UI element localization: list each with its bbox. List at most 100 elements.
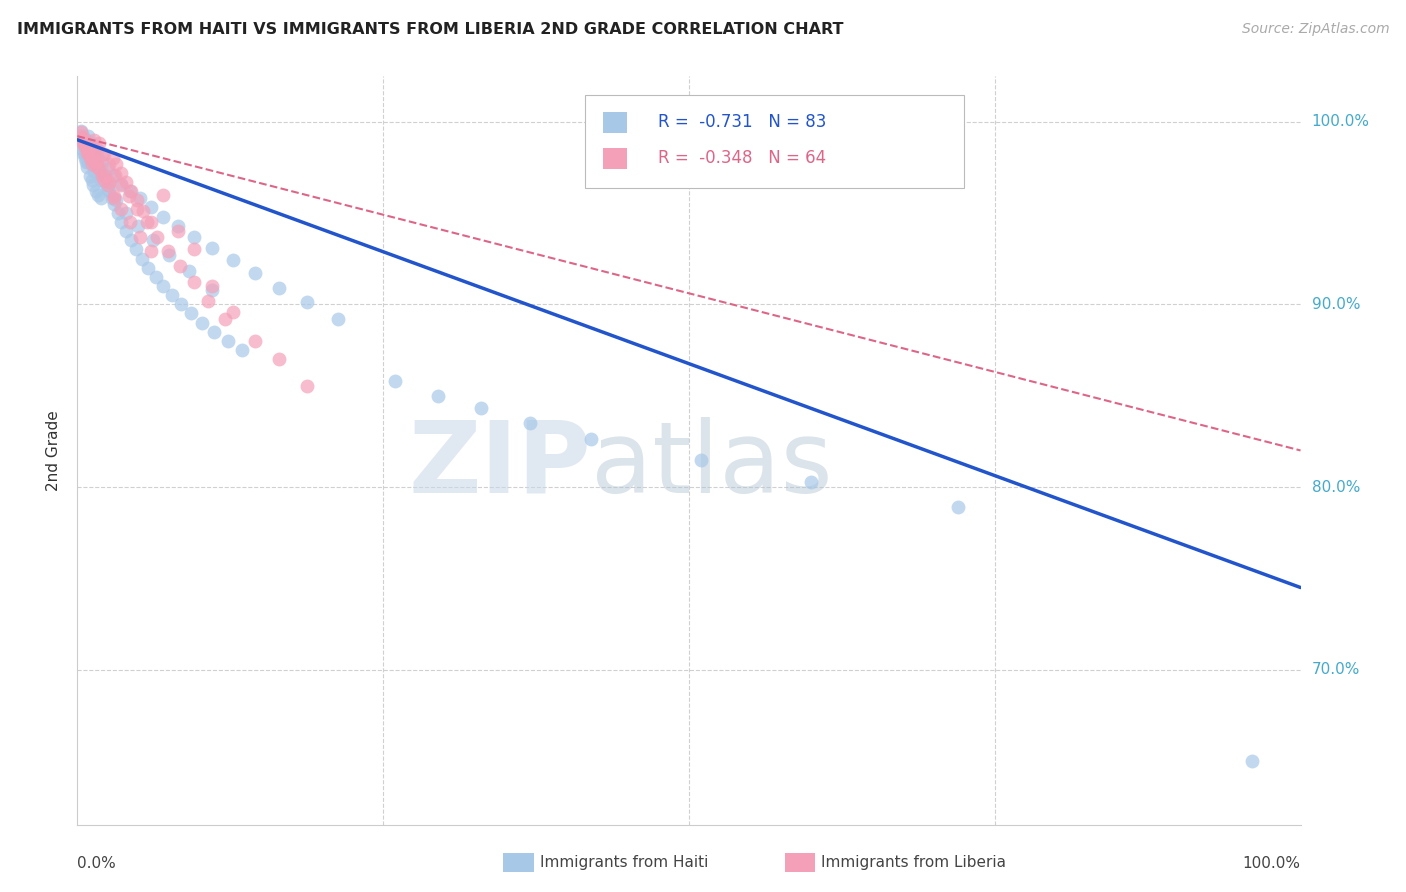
Point	[470, 401, 492, 416]
Point	[83, 133, 105, 147]
Point	[579, 433, 602, 447]
Point	[80, 153, 103, 167]
Point	[84, 154, 107, 169]
Point	[77, 145, 100, 160]
Point	[166, 219, 188, 233]
Point	[79, 138, 101, 153]
Point	[142, 233, 165, 247]
Point	[103, 196, 125, 211]
Point	[90, 166, 112, 180]
Point	[79, 169, 101, 184]
Point	[160, 288, 183, 302]
Point	[97, 178, 120, 193]
Point	[80, 136, 103, 151]
Point	[127, 219, 149, 233]
Text: 90.0%: 90.0%	[1312, 297, 1360, 312]
Point	[75, 136, 97, 151]
Point	[79, 151, 101, 165]
Point	[139, 201, 162, 215]
Point	[70, 133, 93, 147]
Point	[115, 206, 138, 220]
Point	[90, 154, 112, 169]
Point	[221, 253, 243, 268]
Point	[118, 184, 141, 198]
Point	[110, 215, 132, 229]
FancyBboxPatch shape	[585, 95, 965, 188]
Point	[89, 160, 111, 174]
FancyBboxPatch shape	[603, 112, 627, 133]
Point	[128, 191, 150, 205]
Point	[169, 259, 191, 273]
Point	[103, 189, 125, 203]
Point	[83, 164, 105, 178]
Point	[127, 202, 149, 217]
Point	[104, 168, 127, 182]
Point	[110, 177, 132, 191]
Point	[115, 224, 138, 238]
Point	[269, 281, 291, 295]
Point	[70, 126, 93, 140]
Point	[136, 260, 159, 275]
Point	[90, 191, 112, 205]
Point	[80, 156, 103, 170]
Point	[1240, 754, 1263, 768]
Point	[946, 500, 969, 515]
Point	[79, 142, 101, 156]
Point	[243, 266, 266, 280]
Point	[77, 142, 100, 156]
Text: 80.0%: 80.0%	[1312, 480, 1360, 494]
Point	[82, 178, 104, 193]
Point	[326, 311, 349, 326]
Point	[201, 283, 224, 297]
Text: Source: ZipAtlas.com: Source: ZipAtlas.com	[1241, 22, 1389, 37]
Point	[101, 151, 124, 165]
Point	[90, 147, 112, 161]
Point	[120, 233, 142, 247]
Point	[110, 178, 132, 193]
Point	[145, 269, 167, 284]
Text: IMMIGRANTS FROM HAITI VS IMMIGRANTS FROM LIBERIA 2ND GRADE CORRELATION CHART: IMMIGRANTS FROM HAITI VS IMMIGRANTS FROM…	[17, 22, 844, 37]
Point	[132, 204, 155, 219]
Point	[84, 154, 107, 169]
Point	[90, 173, 112, 187]
Point	[152, 210, 174, 224]
Point	[97, 182, 120, 196]
Point	[70, 142, 93, 156]
Point	[183, 243, 205, 257]
Point	[77, 154, 100, 169]
Point	[131, 252, 153, 266]
Point	[221, 304, 243, 318]
Point	[180, 306, 202, 320]
Point	[243, 334, 266, 348]
Point	[98, 156, 121, 170]
Point	[201, 279, 224, 293]
Point	[86, 160, 108, 174]
Text: 70.0%: 70.0%	[1312, 662, 1360, 677]
Point	[70, 136, 93, 151]
Point	[214, 311, 236, 326]
Point	[72, 129, 94, 144]
Point	[73, 140, 96, 154]
Point	[177, 264, 200, 278]
Point	[107, 206, 129, 220]
Point	[94, 169, 117, 184]
Point	[73, 147, 96, 161]
Point	[105, 156, 128, 170]
Point	[157, 248, 180, 262]
Point	[166, 224, 188, 238]
Point	[69, 129, 91, 144]
Point	[197, 293, 219, 308]
Point	[231, 343, 253, 357]
Point	[118, 189, 141, 203]
Point	[77, 129, 100, 144]
Text: R =  -0.731   N = 83: R = -0.731 N = 83	[658, 113, 827, 131]
Point	[146, 229, 169, 244]
Point	[80, 173, 103, 187]
Point	[118, 215, 141, 229]
Y-axis label: 2nd Grade: 2nd Grade	[46, 410, 62, 491]
Point	[72, 131, 94, 145]
Point	[98, 175, 121, 189]
Point	[76, 160, 98, 174]
Text: ZIP: ZIP	[408, 417, 591, 514]
Point	[217, 334, 239, 348]
